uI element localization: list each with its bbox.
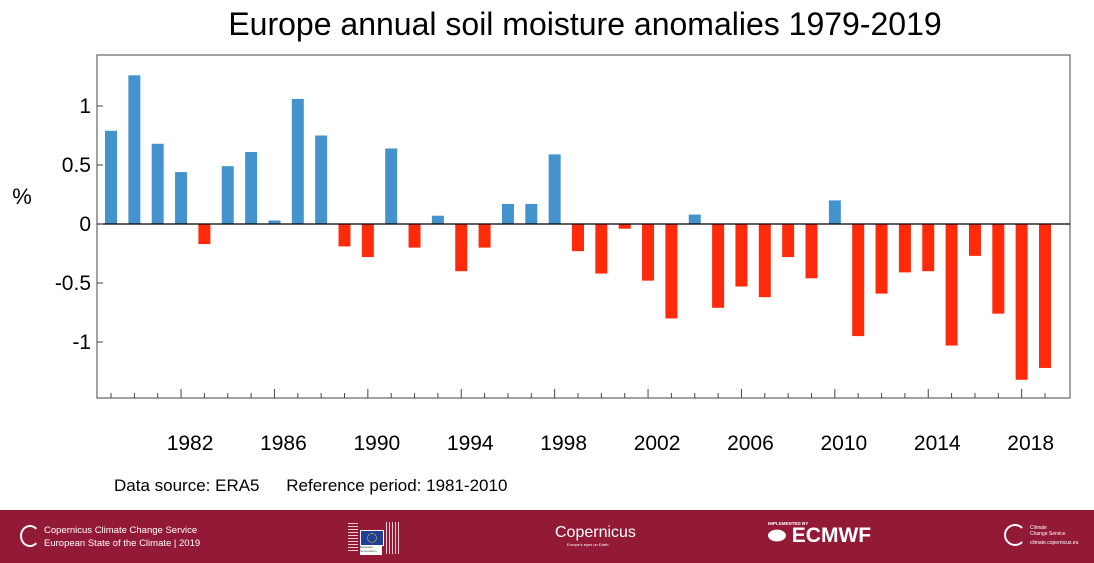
footer-text: Copernicus Climate Change Service Europe…	[44, 524, 200, 550]
bar-2016	[968, 224, 981, 256]
bar-2010	[828, 200, 841, 224]
bar-2005	[712, 224, 725, 308]
reference-period: Reference period: 1981-2010	[286, 476, 508, 495]
ecmwf-logo: IMPLEMENTED BY ⬬ ECMWF	[768, 521, 872, 547]
plot-frame	[96, 54, 1071, 399]
x-tick-label: 1998	[540, 432, 587, 455]
bar-1994	[455, 224, 468, 272]
chart-notes: Data source: ERA5 Reference period: 1981…	[114, 476, 529, 496]
data-source: Data source: ERA5	[114, 476, 260, 495]
bar-1987	[291, 98, 304, 224]
bar-2006	[735, 224, 748, 287]
bar-2000	[595, 224, 608, 274]
footer-banner: Copernicus Climate Change Service Europe…	[0, 510, 1094, 563]
bar-1998	[548, 154, 561, 224]
copernicus-logo: Copernicus Europe's eyes on Earth	[555, 524, 636, 547]
bar-1996	[501, 203, 514, 224]
c3s-icon	[20, 525, 40, 547]
bar-1990	[361, 224, 374, 258]
bar-1992	[408, 224, 421, 248]
bar-2014	[922, 224, 935, 272]
footer-line1: Copernicus Climate Change Service	[44, 525, 198, 536]
bar-2015	[945, 224, 958, 346]
bar-1982	[175, 172, 188, 224]
bar-1999	[572, 224, 584, 252]
bar-1980	[128, 75, 141, 224]
bar-1997	[525, 203, 538, 224]
y-axis-label: %	[12, 184, 32, 209]
x-tick-label: 2002	[634, 432, 681, 455]
bar-1981	[151, 143, 164, 224]
bar-2001	[618, 224, 631, 229]
bar-2013	[898, 224, 911, 273]
bar-1991	[385, 148, 398, 224]
bar-1993	[431, 215, 444, 224]
y-tick-label: 0.5	[62, 154, 91, 177]
y-tick-label: -0.5	[55, 272, 91, 295]
bar-2002	[642, 224, 655, 281]
bar-2003	[665, 224, 678, 319]
x-tick-label: 1986	[260, 432, 307, 455]
bar-2018	[1015, 224, 1028, 380]
eu-flag-icon	[360, 530, 384, 546]
x-tick-label: 1990	[353, 432, 400, 455]
x-tick-label: 2010	[820, 432, 867, 455]
bar-2008	[782, 224, 795, 258]
footer-line2: European State of the Climate | 2019	[44, 538, 201, 549]
bar-1983	[198, 224, 211, 245]
bar-1979	[105, 130, 117, 224]
bar-2011	[852, 224, 865, 337]
bar-2019	[1039, 224, 1051, 368]
x-tick-label: 2018	[1007, 432, 1054, 455]
y-tick-label: -1	[72, 331, 91, 354]
x-tick-label: 2006	[727, 432, 774, 455]
y-tick-label: 1	[79, 95, 91, 118]
x-tick-label: 1982	[167, 432, 214, 455]
bar-1995	[478, 224, 491, 248]
bar-1988	[315, 135, 328, 224]
bar-2007	[758, 224, 771, 298]
c3s-logo-icon	[1004, 524, 1026, 546]
y-tick-label: 0	[79, 213, 91, 236]
x-tick-label: 1994	[447, 432, 494, 455]
x-tick-label: 2014	[914, 432, 961, 455]
bar-2017	[992, 224, 1005, 314]
european-commission-logo: European Commission	[348, 520, 408, 556]
bar-2009	[805, 224, 818, 279]
bar-1984	[221, 166, 234, 224]
bar-chart: -1 -0.5 0 0.5 1 1982 1986 1990 1994 1998 2002 2006 2…	[12, 54, 1071, 455]
bar-2004	[688, 214, 701, 224]
bar-1989	[338, 224, 351, 247]
chart-title: Europe annual soil moisture anomalies 19…	[228, 6, 942, 42]
bar-1986	[268, 220, 281, 224]
bar-2012	[875, 224, 888, 294]
bar-1985	[245, 152, 258, 224]
